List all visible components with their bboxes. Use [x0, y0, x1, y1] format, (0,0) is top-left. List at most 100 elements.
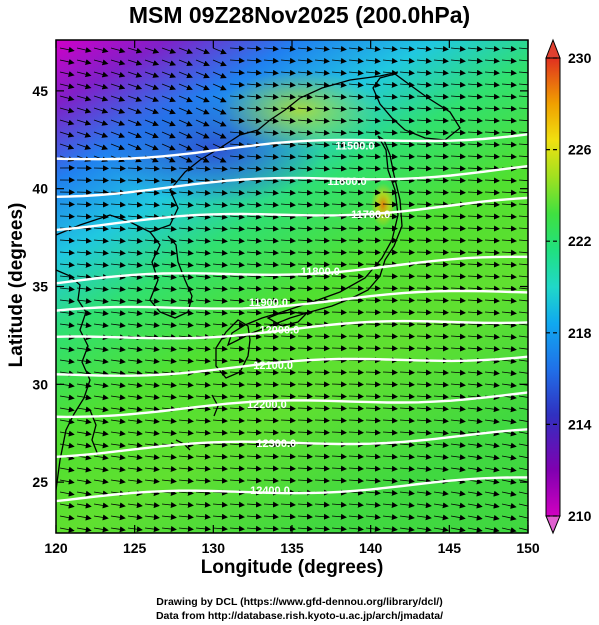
wind-arrow — [110, 131, 126, 139]
wind-arrow — [399, 490, 415, 497]
wind-arrow — [399, 465, 415, 472]
wind-arrow — [93, 177, 109, 184]
wind-arrow — [501, 261, 517, 268]
wind-arrow — [178, 249, 194, 256]
wind-arrow — [399, 453, 415, 460]
wind-arrow — [314, 117, 330, 124]
wind-arrow — [127, 177, 143, 184]
wind-arrow — [297, 285, 313, 292]
wind-arrow — [484, 418, 500, 425]
wind-arrow — [518, 418, 528, 425]
wind-arrow — [348, 249, 364, 256]
wind-arrow — [212, 429, 228, 436]
wind-arrow — [450, 297, 466, 304]
wind-arrow — [501, 430, 517, 437]
wind-arrow — [348, 381, 364, 388]
wind-arrow — [348, 285, 364, 292]
wind-arrow — [399, 405, 415, 412]
wind-arrow — [161, 286, 177, 292]
wind-arrow — [467, 141, 483, 148]
wind-arrow — [382, 502, 398, 508]
wind-arrow — [93, 261, 109, 268]
wind-arrow — [127, 382, 143, 389]
wind-arrow — [399, 514, 415, 521]
wind-arrow — [331, 429, 347, 436]
wind-arrow — [467, 249, 483, 256]
wind-arrow — [229, 285, 245, 292]
wind-arrow — [280, 81, 296, 88]
wind-arrow — [297, 45, 313, 52]
wind-arrow — [127, 249, 143, 256]
wind-arrow — [59, 83, 75, 90]
wind-arrow — [297, 153, 313, 160]
wind-arrow — [450, 129, 466, 136]
wind-arrow — [93, 370, 109, 377]
wind-arrow — [348, 69, 364, 76]
wind-arrow — [212, 501, 228, 508]
wind-arrow — [484, 442, 500, 449]
wind-arrow — [263, 405, 279, 412]
wind-arrow — [314, 249, 330, 256]
wind-arrow — [450, 285, 466, 292]
wind-arrow — [501, 57, 517, 64]
wind-arrow — [382, 417, 398, 424]
wind-arrow — [382, 321, 398, 328]
wind-arrow — [331, 189, 347, 196]
wind-arrow — [433, 297, 449, 304]
wind-arrow — [280, 429, 296, 436]
plot-title: MSM 09Z28Nov2025 (200.0hPa) — [128, 2, 471, 28]
wind-arrow — [280, 273, 296, 280]
contour-label: 11600.0 — [327, 176, 366, 188]
wind-arrow — [76, 237, 92, 244]
wind-arrow — [365, 417, 381, 424]
wind-arrow — [518, 285, 528, 292]
wind-arrow — [467, 189, 483, 196]
wind-arrow — [144, 143, 159, 151]
wind-arrow — [263, 117, 279, 124]
colorbar-tick-label: 222 — [568, 233, 592, 249]
colorbar-ticks: 210 214 218 222 226 230 — [546, 50, 592, 524]
wind-arrow — [229, 381, 245, 388]
wind-arrow — [450, 502, 466, 509]
wind-arrow — [501, 129, 517, 136]
wind-arrow — [314, 369, 330, 376]
wind-arrow — [518, 310, 528, 316]
wind-arrow — [280, 477, 296, 484]
y-tick-label: 40 — [32, 181, 48, 197]
wind-arrow — [229, 165, 245, 172]
wind-arrow — [433, 405, 449, 412]
wind-arrow — [263, 357, 279, 364]
wind-arrow — [110, 514, 126, 521]
wind-arrow — [484, 141, 500, 148]
wind-arrow — [467, 225, 483, 232]
wind-arrow — [399, 237, 415, 244]
wind-arrow — [195, 489, 211, 496]
wind-arrow — [382, 453, 398, 460]
wind-arrow — [416, 429, 432, 436]
wind-arrow — [416, 441, 432, 448]
wind-arrow — [314, 525, 330, 532]
wind-arrow — [144, 346, 160, 353]
wind-arrow — [331, 273, 347, 280]
wind-arrow — [297, 177, 313, 184]
wind-arrow — [144, 358, 160, 365]
wind-arrow — [144, 382, 160, 389]
wind-arrow — [467, 237, 483, 244]
wind-arrow — [433, 466, 449, 473]
wind-arrow — [501, 442, 517, 449]
wind-arrow — [127, 47, 143, 54]
wind-arrow — [110, 59, 126, 66]
wind-arrow — [348, 393, 364, 400]
wind-arrow — [382, 285, 398, 292]
wind-arrow — [263, 105, 279, 112]
colorbar-tick-label: 218 — [568, 325, 592, 341]
wind-arrow — [195, 119, 210, 127]
wind-arrow — [59, 346, 75, 353]
wind-arrow — [212, 525, 228, 532]
wind-arrow — [178, 321, 194, 328]
wind-arrow — [365, 117, 381, 124]
wind-arrow — [246, 213, 262, 220]
wind-arrow — [365, 345, 381, 352]
wind-arrow — [212, 165, 228, 172]
wind-arrow — [416, 478, 432, 485]
